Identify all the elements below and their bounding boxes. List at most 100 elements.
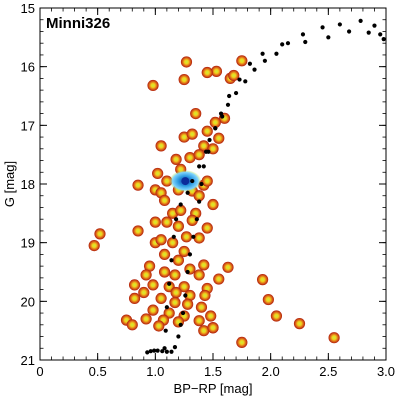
isochrone-point: [155, 348, 160, 353]
star-point: [193, 190, 205, 202]
axis-ticks: 0 0.5 1.0 1.5 2.0 2.5 3.0 15 16 17 18 19 20 21: [21, 1, 396, 379]
star-point: [262, 293, 274, 306]
isochrone-point: [247, 61, 253, 66]
star-point: [155, 292, 167, 304]
star-point: [193, 149, 205, 161]
star-point: [180, 56, 193, 68]
isochrone-point: [197, 164, 202, 169]
isochrone-point: [185, 269, 190, 275]
y-tick-label: 15: [21, 1, 35, 16]
isochrone-point: [207, 137, 212, 143]
plot-frame: [39, 7, 387, 361]
isochrone-point: [274, 51, 279, 56]
star-point: [256, 274, 269, 286]
isochrone-point: [167, 281, 172, 286]
isochrone-point: [358, 18, 363, 24]
star-point: [147, 304, 159, 316]
star-point: [193, 315, 205, 327]
isochrone-point: [326, 35, 331, 40]
isochrone-point: [225, 102, 231, 107]
isochrone-point: [185, 190, 190, 195]
star-point: [195, 301, 208, 313]
star-point: [178, 245, 190, 258]
x-axis-label: BP−RP [mag]: [174, 381, 253, 396]
star-point: [128, 279, 141, 291]
isochrone-point: [197, 199, 202, 204]
star-point: [170, 286, 182, 299]
isochrone-point: [152, 348, 157, 353]
star-point: [126, 319, 138, 331]
isochrone-point: [300, 32, 306, 37]
isochrone-point: [243, 79, 248, 84]
isochrone-point: [303, 39, 308, 45]
star-point: [236, 336, 248, 348]
y-tick-label: 20: [21, 294, 35, 309]
x-tick-label: 2.5: [319, 364, 337, 379]
star-point: [207, 198, 219, 211]
star-point: [147, 79, 159, 92]
star-point: [201, 175, 213, 187]
isochrone-point: [237, 77, 242, 82]
star-point: [228, 69, 240, 82]
star-point: [158, 194, 171, 207]
star-point: [147, 279, 159, 291]
isochrone-point: [180, 310, 186, 316]
isochrone-point: [194, 217, 199, 222]
isochrone-point: [218, 111, 224, 116]
isochrone-point: [337, 22, 342, 27]
isochrone-point: [381, 36, 386, 42]
isochrone-point: [171, 234, 176, 239]
star-point: [172, 254, 184, 266]
star-point: [143, 260, 156, 272]
y-tick-label: 18: [21, 177, 35, 192]
isochrone-point: [187, 252, 193, 257]
isochrone-point: [346, 29, 352, 34]
y-axis-label: G [mag]: [2, 161, 17, 207]
star-point: [128, 292, 141, 304]
star-point: [88, 240, 100, 252]
isochrone-point: [162, 346, 167, 351]
star-point: [140, 269, 152, 281]
x-tick-label: 1.5: [204, 364, 222, 379]
isochrone-point: [148, 349, 153, 354]
star-point: [155, 140, 167, 152]
density-peak-core: [181, 177, 190, 186]
star-point: [193, 269, 205, 281]
isochrone-point: [285, 41, 291, 46]
isochrone-point: [183, 293, 188, 298]
star-point: [182, 298, 194, 310]
star-point: [94, 228, 106, 240]
star-point: [186, 128, 198, 140]
isochrone-point: [172, 344, 178, 350]
isochrone-point: [164, 349, 169, 354]
isochrone-point: [145, 350, 150, 355]
plot-area: [88, 18, 386, 355]
star-point: [184, 152, 196, 164]
chart-title: Minni326: [46, 15, 110, 32]
isochrone-point: [280, 42, 285, 47]
star-point: [201, 66, 213, 79]
isochrone-point: [227, 93, 232, 99]
star-point: [169, 296, 181, 309]
isochrone-point: [176, 334, 181, 339]
x-tick-label: 2.0: [262, 364, 280, 379]
star-point: [222, 261, 234, 273]
star-point: [178, 73, 190, 86]
isochrone-point: [169, 349, 174, 354]
isochrone-point: [178, 202, 183, 207]
star-point: [170, 153, 182, 165]
star-point: [190, 108, 202, 120]
x-tick-label: 0: [36, 364, 43, 379]
isochrone-point: [201, 164, 206, 169]
isochrone-point: [173, 217, 179, 222]
star-point: [153, 320, 165, 332]
star-point: [201, 125, 213, 137]
isochrone-point: [372, 23, 377, 28]
star-point: [199, 289, 211, 302]
star-point: [167, 237, 179, 249]
star-point: [270, 310, 283, 322]
isochrone-point: [378, 32, 383, 37]
star-point: [175, 204, 187, 216]
isochrone-point: [262, 58, 267, 63]
